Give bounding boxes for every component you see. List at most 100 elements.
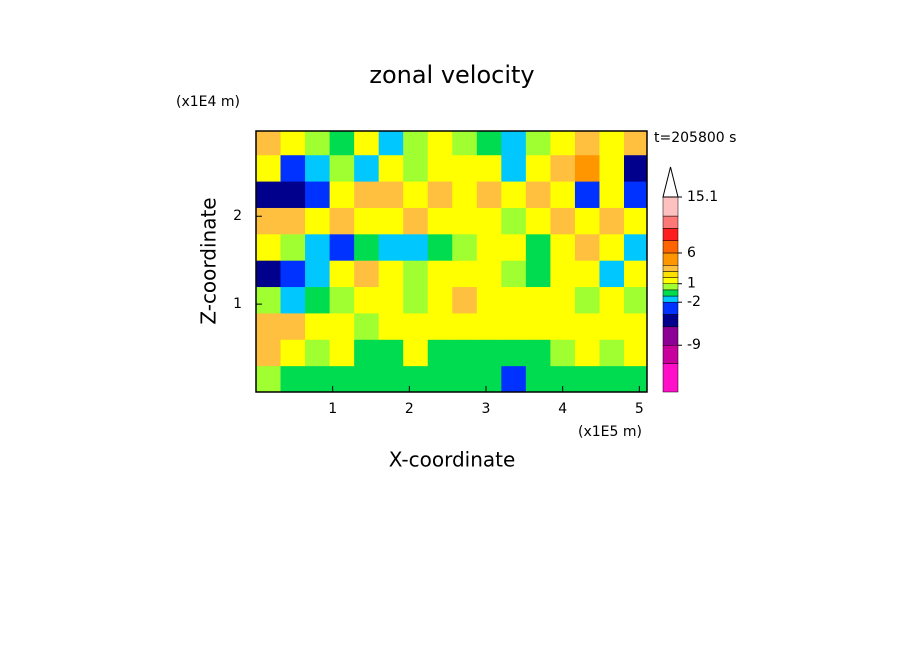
contour-cell <box>452 207 478 235</box>
contour-cell <box>501 339 527 367</box>
contour-cell <box>305 181 331 208</box>
contour-cell <box>501 233 527 261</box>
contour-cell <box>452 312 478 340</box>
contour-cell <box>525 131 551 156</box>
contour-cell <box>280 207 306 235</box>
contour-cell <box>550 339 576 367</box>
contour-cell <box>256 131 282 156</box>
contour-cell <box>378 365 404 393</box>
contour-cell <box>280 260 306 288</box>
colorbar-band <box>662 314 679 328</box>
x-unit: (x1E5 m) <box>578 424 642 440</box>
contour-cell <box>427 286 453 314</box>
y-label: Z-coordinate <box>197 197 221 324</box>
contour-cell <box>378 312 404 340</box>
contour-cell <box>550 154 576 182</box>
contour-cell <box>378 181 404 208</box>
contour-cell <box>354 260 380 288</box>
contour-cell <box>476 207 502 235</box>
contour-cell <box>329 260 355 288</box>
contour-cell <box>452 339 478 367</box>
contour-cell <box>501 207 527 235</box>
contour-cell <box>256 312 282 340</box>
contour-cell <box>525 207 551 235</box>
contour-cell <box>624 207 648 235</box>
contour-cell <box>476 181 502 208</box>
contour-cell <box>305 131 331 156</box>
contour-cell <box>354 339 380 367</box>
contour-cell <box>574 260 600 288</box>
y-unit: (x1E4 m) <box>176 94 240 110</box>
contour-cell <box>452 154 478 182</box>
colorbar-tick-label: 15.1 <box>687 189 718 205</box>
contour-cell <box>403 312 429 340</box>
contour-cell <box>403 365 429 393</box>
contour-cell <box>378 233 404 261</box>
contour-cell <box>599 286 625 314</box>
contour-cell <box>476 365 502 393</box>
contour-cell <box>403 207 429 235</box>
contour-cell <box>378 339 404 367</box>
contour-cell <box>501 154 527 182</box>
contour-cell <box>280 131 306 156</box>
contour-cell <box>378 207 404 235</box>
contour-cell <box>525 233 551 261</box>
contour-cell <box>574 233 600 261</box>
x-tick-label: 5 <box>635 401 644 417</box>
contour-cell <box>550 233 576 261</box>
contour-cell <box>354 312 380 340</box>
contour-cell <box>378 154 404 182</box>
contour-cell <box>525 365 551 393</box>
contour-cell <box>599 312 625 340</box>
contour-cell <box>305 207 331 235</box>
colorbar-band <box>662 363 679 393</box>
contour-cell <box>329 286 355 314</box>
contour-cell <box>525 154 551 182</box>
x-tick-label: 2 <box>405 401 414 417</box>
contour-cell <box>305 260 331 288</box>
contour-cell <box>403 154 429 182</box>
colorbar-band <box>662 215 679 229</box>
contour-cell <box>550 260 576 288</box>
contour-cell <box>305 365 331 393</box>
contour-cell <box>280 286 306 314</box>
contour-cell <box>354 365 380 393</box>
x-tick-label: 1 <box>328 401 337 417</box>
contour-cell <box>256 260 282 288</box>
contour-cell <box>599 181 625 208</box>
colorbar-tick-label: -9 <box>687 337 701 353</box>
contour-cell <box>476 154 502 182</box>
contour-cell <box>599 365 625 393</box>
contour-cell <box>378 260 404 288</box>
contour-cell <box>550 286 576 314</box>
contour-cell <box>403 131 429 156</box>
contour-cell <box>452 181 478 208</box>
contour-cell <box>574 181 600 208</box>
chart-title: zonal velocity <box>369 61 534 89</box>
colorbar-tick-label: 6 <box>687 245 696 261</box>
contour-cell <box>354 286 380 314</box>
contour-cell <box>624 286 648 314</box>
contour-cell <box>476 233 502 261</box>
colorbar-band <box>662 271 679 278</box>
contour-cell <box>574 154 600 182</box>
contour-cell <box>550 131 576 156</box>
contour-cell <box>256 233 282 261</box>
contour-cell <box>550 181 576 208</box>
contour-cell <box>403 339 429 367</box>
contour-cell <box>599 207 625 235</box>
contour-cell <box>329 154 355 182</box>
contour-cell <box>476 312 502 340</box>
colorbar-tick-label: -2 <box>687 294 701 310</box>
contour-cell <box>501 312 527 340</box>
contour-cell <box>574 365 600 393</box>
contour-cell <box>427 207 453 235</box>
contour-cell <box>329 207 355 235</box>
contour-cell <box>256 207 282 235</box>
contour-cell <box>378 131 404 156</box>
contour-cell <box>525 339 551 367</box>
y-tick-label: 1 <box>233 296 242 312</box>
contour-cell <box>624 233 648 261</box>
contour-cell <box>452 286 478 314</box>
contour-cell <box>329 181 355 208</box>
